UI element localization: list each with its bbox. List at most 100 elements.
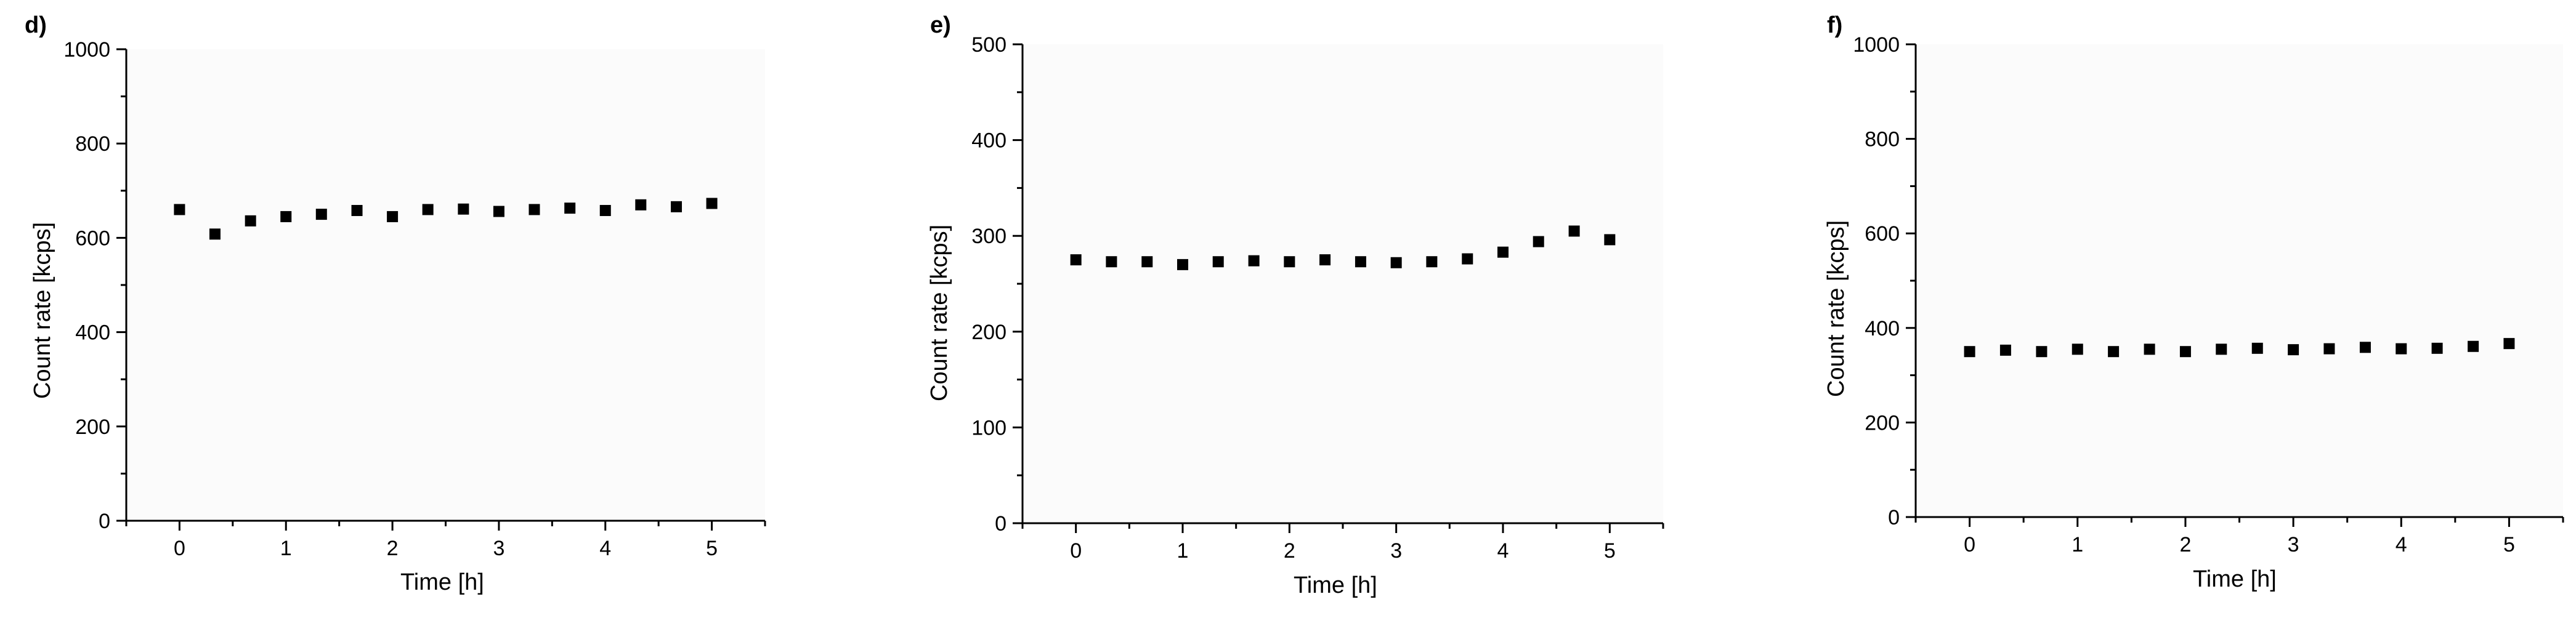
data-point bbox=[1604, 234, 1616, 246]
x-tick-label: 2 bbox=[387, 537, 399, 560]
data-point bbox=[2396, 343, 2407, 355]
y-tick-label: 200 bbox=[971, 321, 1007, 344]
data-point bbox=[1533, 236, 1544, 247]
x-axis-label: Time [h] bbox=[1294, 572, 1377, 598]
x-tick-label: 0 bbox=[1964, 533, 1975, 556]
x-tick-label: 1 bbox=[2072, 533, 2083, 556]
y-tick-label: 400 bbox=[971, 129, 1007, 153]
data-point bbox=[1106, 256, 1117, 268]
x-tick-label: 4 bbox=[2396, 533, 2407, 556]
data-point bbox=[422, 204, 434, 215]
chart-panel-d: d) 0 200 400 600 800 1000 0 1 2 3 4 5 Count rate [k… bbox=[0, 0, 859, 618]
data-point bbox=[1497, 246, 1509, 258]
y-axis-label: Count rate [kcps] bbox=[926, 224, 952, 401]
data-point bbox=[635, 199, 647, 211]
data-point bbox=[1390, 257, 1402, 268]
chart-panel-e: e) 0 100 200 300 400 500 0 1 2 3 4 5 Count rate [kc… bbox=[859, 0, 1717, 618]
x-tick-label: 2 bbox=[1284, 539, 1295, 563]
x-axis-label: Time [h] bbox=[2193, 566, 2277, 592]
data-point bbox=[1248, 255, 1260, 267]
data-point bbox=[2251, 342, 2263, 354]
data-point bbox=[2108, 346, 2120, 358]
data-point bbox=[2216, 343, 2227, 355]
data-point bbox=[1462, 253, 1473, 265]
x-tick-label: 1 bbox=[1177, 539, 1189, 563]
data-point bbox=[1212, 256, 1224, 268]
panel-label: f) bbox=[1827, 12, 1843, 38]
data-point bbox=[315, 209, 327, 220]
data-point bbox=[1999, 344, 2011, 356]
x-tick-label: 5 bbox=[706, 537, 718, 560]
data-point bbox=[1070, 254, 1082, 266]
y-tick-label: 800 bbox=[75, 132, 110, 156]
data-point bbox=[1141, 256, 1153, 268]
scatter-plot: 0 200 400 600 800 1000 0 1 2 3 4 5 bbox=[63, 38, 766, 560]
data-point bbox=[599, 204, 611, 216]
data-point bbox=[671, 201, 682, 212]
data-point bbox=[2179, 346, 2191, 358]
data-point bbox=[209, 228, 221, 240]
chart-panel-f: f) 0 200 400 600 800 1000 0 1 2 3 4 5 Count rate [k… bbox=[1717, 0, 2576, 618]
data-point bbox=[1177, 259, 1188, 270]
plot-area bbox=[1023, 44, 1663, 523]
x-tick-label: 0 bbox=[1070, 539, 1082, 563]
data-point bbox=[1355, 256, 1366, 268]
x-tick-label: 3 bbox=[2288, 533, 2299, 556]
data-point bbox=[1568, 225, 1580, 237]
y-tick-label: 1000 bbox=[1853, 33, 1900, 57]
data-point bbox=[564, 203, 576, 214]
data-point bbox=[1426, 256, 1438, 268]
y-tick-label: 400 bbox=[1865, 317, 1900, 340]
data-point bbox=[2359, 342, 2371, 353]
data-point bbox=[1284, 256, 1295, 268]
panel-label: d) bbox=[25, 12, 47, 38]
x-tick-label: 5 bbox=[2503, 533, 2515, 556]
data-point bbox=[245, 215, 256, 227]
y-tick-label: 800 bbox=[1865, 128, 1900, 151]
x-tick-label: 2 bbox=[2179, 533, 2191, 556]
data-point bbox=[387, 211, 399, 222]
plot-area bbox=[1916, 44, 2563, 517]
y-tick-label: 600 bbox=[75, 227, 110, 250]
y-tick-label: 300 bbox=[971, 225, 1007, 248]
x-tick-label: 3 bbox=[493, 537, 504, 560]
data-point bbox=[351, 204, 363, 216]
data-point bbox=[458, 203, 469, 215]
y-tick-label: 600 bbox=[1865, 222, 1900, 246]
y-tick-label: 0 bbox=[99, 510, 110, 533]
panel-label: e) bbox=[930, 12, 951, 38]
data-point bbox=[1964, 346, 1975, 358]
x-tick-label: 5 bbox=[1604, 539, 1616, 563]
data-point bbox=[2503, 338, 2515, 350]
plot-area bbox=[126, 49, 765, 521]
data-point bbox=[2072, 343, 2083, 355]
y-axis-label: Count rate [kcps] bbox=[1823, 220, 1849, 397]
data-point bbox=[706, 198, 718, 209]
data-point bbox=[174, 204, 185, 215]
x-tick-label: 4 bbox=[1497, 539, 1509, 563]
x-axis-label: Time [h] bbox=[400, 569, 484, 595]
y-tick-label: 500 bbox=[971, 33, 1007, 57]
scatter-plot: 0 200 400 600 800 1000 0 1 2 3 4 5 bbox=[1853, 33, 2564, 556]
x-tick-label: 1 bbox=[280, 537, 292, 560]
data-point bbox=[1319, 254, 1331, 266]
data-point bbox=[2468, 340, 2479, 352]
x-tick-label: 4 bbox=[599, 537, 611, 560]
y-tick-label: 400 bbox=[75, 321, 110, 345]
y-tick-label: 100 bbox=[971, 416, 1007, 439]
data-point bbox=[2431, 342, 2443, 354]
y-tick-label: 1000 bbox=[63, 38, 110, 62]
data-point bbox=[529, 204, 540, 215]
data-point bbox=[280, 211, 292, 222]
scatter-plot: 0 100 200 300 400 500 0 1 2 3 4 5 bbox=[971, 33, 1664, 563]
y-tick-label: 0 bbox=[995, 512, 1007, 536]
x-tick-label: 0 bbox=[174, 537, 185, 560]
data-point bbox=[2036, 346, 2047, 358]
x-tick-label: 3 bbox=[1390, 539, 1402, 563]
data-point bbox=[2323, 343, 2335, 355]
data-point bbox=[2144, 343, 2155, 355]
y-tick-label: 0 bbox=[1888, 506, 1900, 529]
y-tick-label: 200 bbox=[1865, 411, 1900, 435]
y-tick-label: 200 bbox=[75, 415, 110, 439]
data-point bbox=[493, 206, 504, 217]
